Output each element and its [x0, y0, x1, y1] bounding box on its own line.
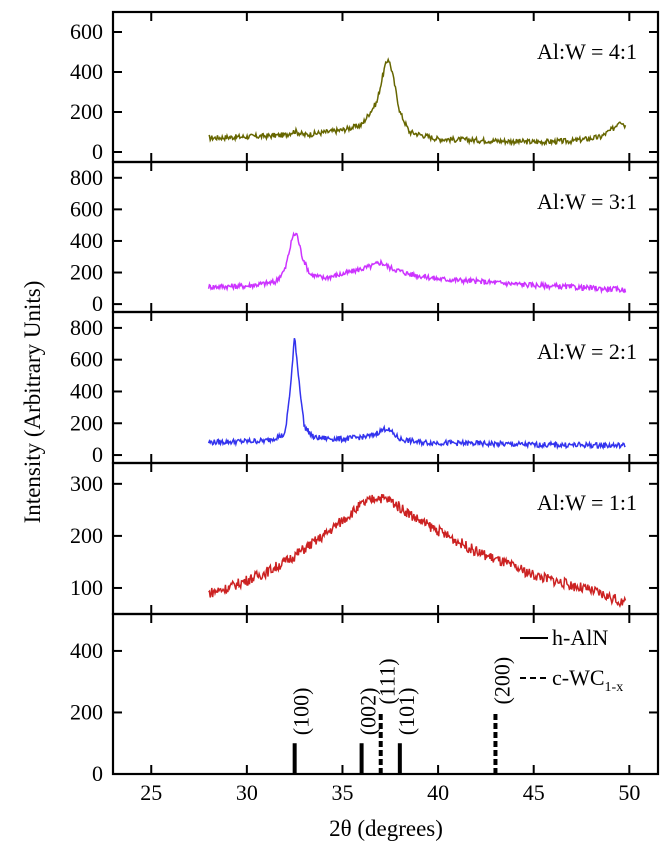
y-tick-label: 200	[70, 523, 103, 548]
panel-5: 0 200 400 (100) (002)(111)(101) (200) h-AlN c-W…	[70, 612, 660, 786]
legend-label-sub: 1-x	[605, 680, 624, 695]
y-tick-label: 0	[92, 139, 103, 164]
y-tick-label: 200	[70, 260, 103, 285]
reference-label: (200)	[489, 657, 514, 705]
panel-2: 0 200 400 600 800 Al:W = 3:1	[70, 160, 660, 316]
x-axis: 25 30 35 40 45 50	[140, 780, 640, 805]
y-tick-label: 600	[70, 196, 103, 221]
y-tick-label: 400	[70, 378, 103, 403]
y-tick-label: 800	[70, 315, 103, 340]
x-tick-label: 30	[236, 780, 258, 805]
panel-frame	[111, 612, 660, 776]
reference-label: (101)	[394, 688, 419, 736]
series-line	[208, 57, 627, 147]
legend-label: c-WC1-x	[552, 665, 623, 695]
x-tick-label: 40	[427, 780, 449, 805]
panel-label: Al:W = 2:1	[537, 339, 637, 364]
x-tick-label: 45	[523, 780, 545, 805]
legend-label: h-AlN	[552, 625, 608, 650]
reference-label: (100)	[289, 688, 314, 736]
panel-label: Al:W = 4:1	[537, 39, 637, 64]
reference-label: (002)	[356, 688, 381, 736]
series-line	[207, 337, 626, 451]
x-tick-label: 35	[331, 780, 353, 805]
panel-4: 100 200 300 Al:W = 1:1	[70, 461, 660, 616]
y-tick-label: 400	[70, 59, 103, 84]
x-tick-label: 25	[140, 780, 162, 805]
x-tick-label: 50	[618, 780, 640, 805]
panel-frame	[111, 461, 660, 616]
legend-label-base: c-WC	[552, 665, 605, 690]
y-tick-label: 200	[70, 699, 103, 724]
panel-3: 0 200 400 600 800 Al:W = 2:1	[70, 310, 660, 467]
y-tick-label: 800	[70, 165, 103, 190]
y-tick-label: 400	[70, 228, 103, 253]
panel-label: Al:W = 3:1	[537, 189, 637, 214]
y-tick-label: 0	[92, 442, 103, 467]
y-tick-label: 300	[70, 471, 103, 496]
panel-1: 0 200 400 600 Al:W = 4:1	[70, 10, 660, 164]
panels-layer: 0 200 400 600 Al:W = 4:1 0 200 400 600 800 Al:W = …	[70, 10, 660, 786]
series-line	[207, 231, 627, 295]
panel-label: Al:W = 1:1	[537, 490, 637, 515]
y-tick-label: 100	[70, 575, 103, 600]
x-axis-title: 2θ (degrees)	[329, 816, 443, 841]
y-axis-title: Intensity (Arbitrary Units)	[20, 281, 45, 524]
y-tick-label: 600	[70, 347, 103, 372]
y-tick-label: 0	[92, 291, 103, 316]
reference-label: (111)	[375, 658, 400, 704]
y-tick-label: 600	[70, 19, 103, 44]
series-line	[208, 493, 627, 608]
y-tick-label: 0	[92, 761, 103, 786]
panel-frame	[111, 310, 660, 465]
y-tick-label: 200	[70, 99, 103, 124]
y-tick-label: 400	[70, 638, 103, 663]
y-tick-label: 200	[70, 410, 103, 435]
